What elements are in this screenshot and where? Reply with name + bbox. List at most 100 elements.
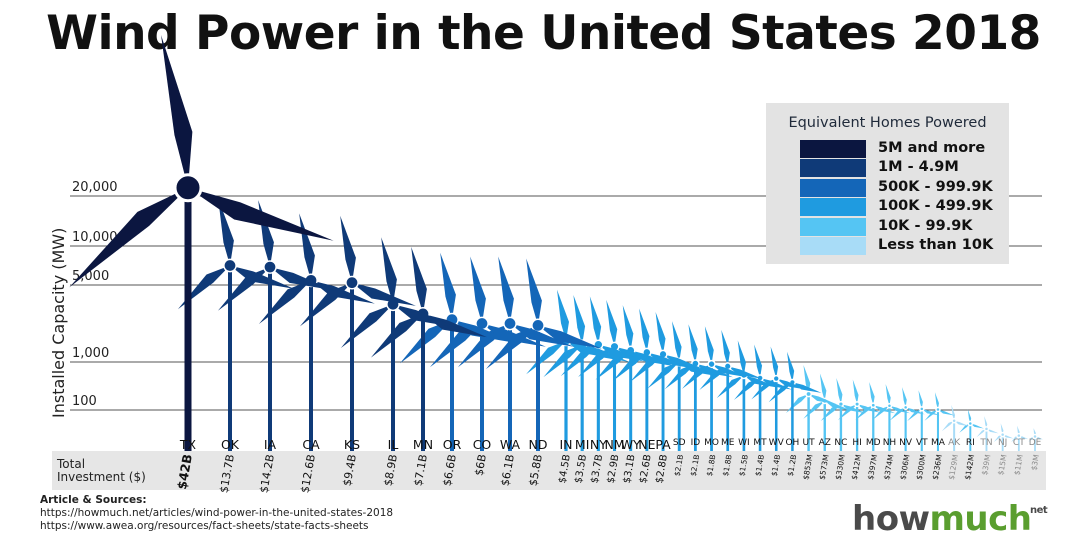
category-label: TN <box>979 438 992 448</box>
turbine-blade <box>381 237 397 305</box>
turbine-blade <box>986 428 999 434</box>
category-label: ME <box>721 438 735 448</box>
turbine-blade <box>819 373 827 401</box>
investment-value: $397M <box>866 454 879 481</box>
category-label: MA <box>931 438 946 448</box>
category-label: ND <box>529 437 548 452</box>
legend-swatch <box>800 237 866 255</box>
category-label: NJ <box>998 438 1007 448</box>
turbine-blade <box>510 323 574 347</box>
category-label: UT <box>803 438 816 448</box>
turbine <box>907 390 940 451</box>
turbine-blade <box>984 416 988 429</box>
turbine-blade <box>824 400 852 411</box>
turbine-blade <box>873 405 896 414</box>
turbine-blade <box>622 305 634 351</box>
category-label: NH <box>883 438 897 448</box>
category-label: CA <box>302 437 320 452</box>
investment-value: $2.8B <box>654 453 670 484</box>
turbine-blade <box>543 344 583 378</box>
turbine-blade <box>1000 423 1004 435</box>
turbine <box>543 294 630 451</box>
turbine-hub <box>263 260 277 274</box>
investment-value: $1.2B <box>786 454 799 477</box>
turbine-blade <box>852 379 859 405</box>
category-label: NM <box>604 437 624 452</box>
source-link-1[interactable]: https://howmuch.net/articles/wind-power-… <box>40 507 394 519</box>
legend-swatch <box>800 140 866 158</box>
turbine-blade <box>311 280 375 304</box>
turbine-blade <box>967 409 972 424</box>
legend-swatch <box>800 178 866 197</box>
category-label: ID <box>691 438 701 448</box>
turbine-blade <box>937 409 955 416</box>
turbine-blade <box>188 187 334 241</box>
turbine-blade <box>411 246 427 314</box>
turbine-blade <box>792 382 822 393</box>
investment-value: $4.5B <box>557 453 573 484</box>
turbine-blade <box>352 282 416 306</box>
turbine-blade <box>630 350 674 367</box>
turbine-blade <box>655 311 666 355</box>
turbine-blade <box>869 382 875 406</box>
legend: Equivalent Homes Powered 5M and more 1M -… <box>766 103 1009 264</box>
turbine <box>177 198 294 451</box>
howmuch-logo[interactable]: howmuch net <box>852 499 1048 539</box>
turbine-blade <box>582 344 630 362</box>
logo-suffix: net <box>1030 505 1048 516</box>
turbine-blade <box>970 423 984 429</box>
y-tick-label: 10,000 <box>72 230 118 245</box>
turbine-blade <box>695 363 733 378</box>
turbine <box>1028 428 1043 451</box>
turbine-blade <box>885 384 891 406</box>
sources-heading: Article & Sources: <box>40 494 147 506</box>
category-label: NV <box>899 438 913 448</box>
turbine-blade <box>889 405 911 414</box>
turbine-hub <box>805 390 812 398</box>
turbine-hub <box>854 401 861 408</box>
turbine-blade <box>954 420 970 427</box>
turbine-hub <box>1032 433 1038 440</box>
turbine-blade <box>737 340 746 376</box>
y-tick-label: 100 <box>72 394 97 409</box>
turbine-blade <box>639 308 650 353</box>
investment-value: $374M <box>882 454 895 481</box>
sources: Article & Sources: https://howmuch.net/a… <box>40 494 393 533</box>
turbine-blade <box>270 267 334 291</box>
turbine-blade <box>760 378 793 390</box>
category-label: MO <box>704 438 719 448</box>
category-label: DE <box>1029 438 1042 448</box>
investment-value: $129M <box>947 454 960 481</box>
investment-value: $853M <box>801 454 814 481</box>
category-label: HI <box>852 438 861 448</box>
turbine-hub <box>951 418 957 424</box>
investment-band-bg <box>52 451 1046 490</box>
turbine-blade <box>1002 434 1014 439</box>
investment-value: $2.1B <box>673 454 686 477</box>
investment-value: $39M <box>980 454 992 476</box>
legend-swatch <box>800 159 866 178</box>
turbine-blade <box>993 434 1003 442</box>
turbine-blade <box>258 200 274 268</box>
turbine-blade <box>902 387 907 408</box>
source-link-2[interactable]: https://www.awea.org/resources/fact-shee… <box>40 520 369 532</box>
turbine <box>429 256 546 451</box>
category-label: OK <box>221 437 240 452</box>
investment-value: $2.9B <box>606 453 622 484</box>
turbine-hub <box>999 431 1006 438</box>
turbine-blade <box>566 340 615 359</box>
turbine-blade <box>69 187 188 288</box>
investment-value: $1.8B <box>721 454 734 477</box>
turbine <box>1011 425 1029 451</box>
turbine-blade <box>556 289 569 341</box>
investment-value: $3.1B <box>622 453 638 484</box>
logo-part2: much <box>929 499 1032 539</box>
turbine-blade <box>721 329 730 367</box>
turbine <box>924 392 955 451</box>
turbine-blade <box>393 304 457 328</box>
turbine-blade <box>803 364 811 394</box>
turbine-hub <box>983 426 990 432</box>
legend-label: 100K - 499.9K <box>878 198 993 215</box>
